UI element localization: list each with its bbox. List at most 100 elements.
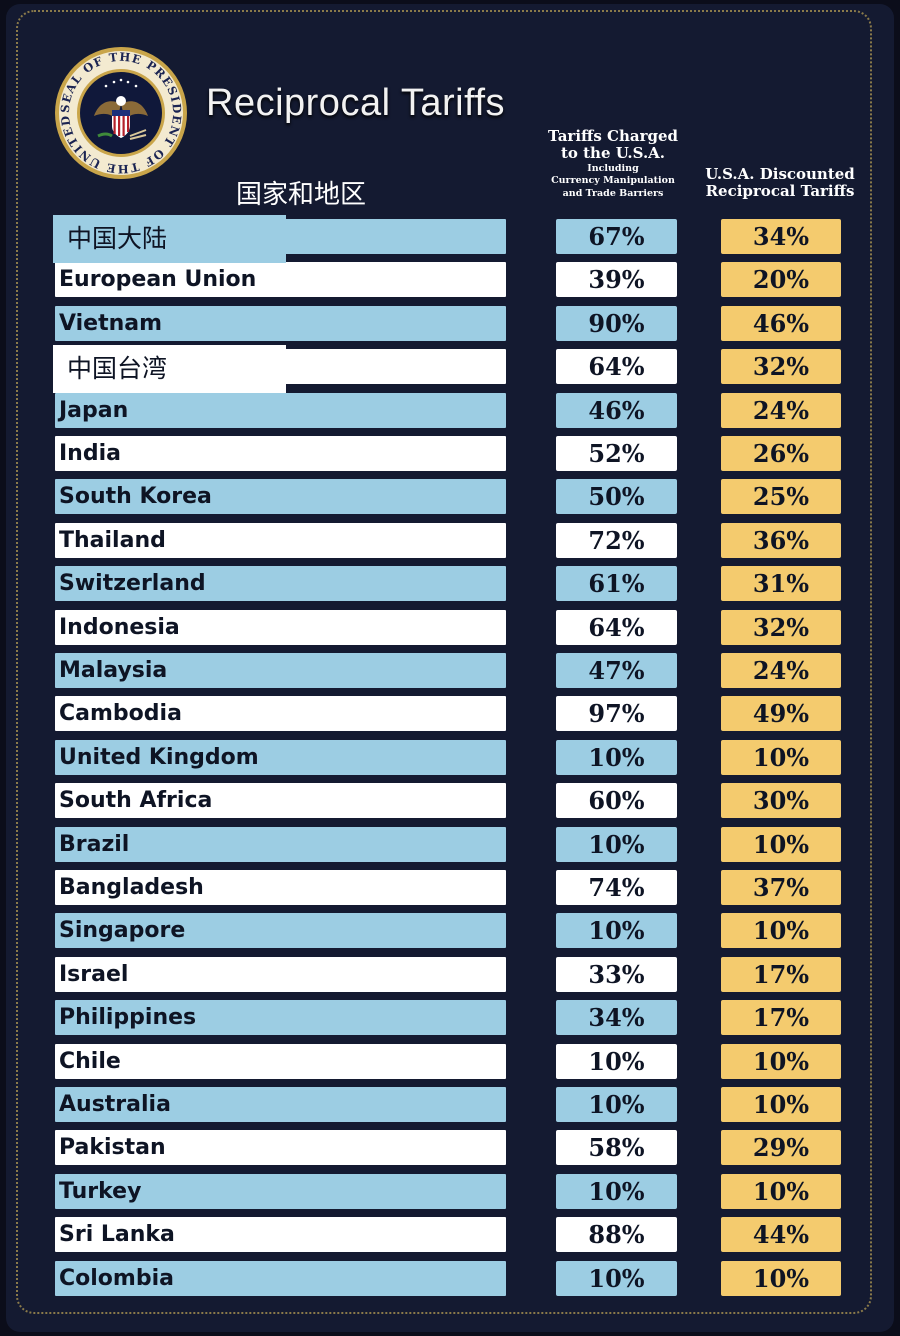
discounted-tariff-value: 29%	[721, 1130, 841, 1165]
country-name: Australia	[55, 1087, 506, 1122]
discounted-tariff-value: 10%	[721, 913, 841, 948]
charged-tariff-value: 10%	[556, 913, 677, 948]
discount-header-line1: U.S.A. Discounted	[705, 165, 855, 183]
table-row: Chile 10% 10%	[0, 1044, 900, 1080]
discounted-tariff-value: 24%	[721, 393, 841, 428]
charged-tariff-value: 10%	[556, 1174, 677, 1209]
table-row: Malaysia 47% 24%	[0, 653, 900, 689]
table-row: Thailand 72% 36%	[0, 523, 900, 559]
charged-tariff-value: 10%	[556, 1087, 677, 1122]
charged-tariff-value: 61%	[556, 566, 677, 601]
country-name: Turkey	[55, 1174, 506, 1209]
table-row: Switzerland 61% 31%	[0, 566, 900, 602]
country-name: Cambodia	[55, 696, 506, 731]
charged-tariff-value: 47%	[556, 653, 677, 688]
charged-tariff-value: 64%	[556, 610, 677, 645]
table-row: Vietnam 90% 46%	[0, 306, 900, 342]
country-name: Thailand	[55, 523, 506, 558]
table-row: South Africa 60% 30%	[0, 783, 900, 819]
charged-header-line2: to the U.S.A.	[560, 144, 666, 163]
discounted-tariff-value: 20%	[721, 262, 841, 297]
table-row: Pakistan 58% 29%	[0, 1130, 900, 1166]
charged-tariff-value: 64%	[556, 349, 677, 384]
discounted-tariff-value: 17%	[721, 957, 841, 992]
country-name: Japan	[55, 393, 506, 428]
table-row: Turkey 10% 10%	[0, 1174, 900, 1210]
charged-tariff-value: 34%	[556, 1000, 677, 1035]
charged-header-line3: Including	[587, 162, 639, 174]
table-row: Colombia 10% 10%	[0, 1261, 900, 1297]
table-row: India 52% 26%	[0, 436, 900, 472]
presidential-seal-icon: SEAL OF THE PRESIDENT OF THE UNITED STAT…	[54, 46, 187, 179]
charged-tariff-value: 10%	[556, 827, 677, 862]
table-row: Japan 46% 24%	[0, 393, 900, 429]
country-name: Pakistan	[55, 1130, 506, 1165]
table-row: South Korea 50% 25%	[0, 479, 900, 515]
table-row: Australia 10% 10%	[0, 1087, 900, 1123]
charged-tariff-value: 88%	[556, 1217, 677, 1252]
discount-header-line2: Reciprocal Tariffs	[705, 182, 855, 201]
country-name: South Africa	[55, 783, 506, 818]
country-name: Chile	[55, 1044, 506, 1079]
discounted-tariff-value: 26%	[721, 436, 841, 471]
country-name: Vietnam	[55, 306, 506, 341]
discounted-tariff-value: 46%	[721, 306, 841, 341]
table-row: Brazil 10% 10%	[0, 827, 900, 863]
country-name: Indonesia	[55, 610, 506, 645]
discounted-tariff-value: 24%	[721, 653, 841, 688]
country-name: India	[55, 436, 506, 471]
discounted-tariff-value: 10%	[721, 740, 841, 775]
country-name: Philippines	[55, 1000, 506, 1035]
charged-tariff-value: 50%	[556, 479, 677, 514]
country-name: Singapore	[55, 913, 506, 948]
charged-tariff-value: 60%	[556, 783, 677, 818]
charged-tariff-value: 10%	[556, 1044, 677, 1079]
discounted-tariff-value: 10%	[721, 827, 841, 862]
discounted-tariff-value: 32%	[721, 610, 841, 645]
dotted-frame	[16, 10, 872, 1314]
charged-tariff-value: 46%	[556, 393, 677, 428]
country-name: United Kingdom	[55, 740, 506, 775]
table-row: Israel 33% 17%	[0, 957, 900, 993]
discounted-tariff-value: 25%	[721, 479, 841, 514]
table-row: Philippines 34% 17%	[0, 1000, 900, 1036]
country-name: Sri Lanka	[55, 1217, 506, 1252]
discounted-tariff-value: 49%	[721, 696, 841, 731]
charged-column-header: Tariffs Charged to the U.S.A. Including …	[540, 127, 686, 201]
charged-tariff-value: 74%	[556, 870, 677, 905]
country-name: Bangladesh	[55, 870, 506, 905]
charged-tariff-value: 10%	[556, 740, 677, 775]
chinese-label-patch: 中国台湾	[53, 345, 286, 393]
discounted-tariff-value: 10%	[721, 1087, 841, 1122]
discounted-tariff-value: 34%	[721, 219, 841, 254]
charged-tariff-value: 67%	[556, 219, 677, 254]
table-row: Singapore 10% 10%	[0, 913, 900, 949]
charged-tariff-value: 39%	[556, 262, 677, 297]
discounted-tariff-value: 30%	[721, 783, 841, 818]
charged-header-line1: Tariffs Charged	[547, 127, 678, 145]
country-name: Brazil	[55, 827, 506, 862]
table-row: Cambodia 97% 49%	[0, 696, 900, 732]
charged-tariff-value: 72%	[556, 523, 677, 558]
country-name: Switzerland	[55, 566, 506, 601]
discounted-tariff-value: 10%	[721, 1044, 841, 1079]
country-name: South Korea	[55, 479, 506, 514]
discounted-tariff-value: 36%	[721, 523, 841, 558]
table-row: European Union 39% 20%	[0, 262, 900, 298]
discounted-tariff-value: 31%	[721, 566, 841, 601]
charged-tariff-value: 58%	[556, 1130, 677, 1165]
discount-column-header: U.S.A. Discounted Reciprocal Tariffs	[700, 165, 860, 201]
country-name: Malaysia	[55, 653, 506, 688]
charged-tariff-value: 97%	[556, 696, 677, 731]
table-row: Bangladesh 74% 37%	[0, 870, 900, 906]
charged-header-line5: and Trade Barriers	[562, 188, 664, 200]
country-name: European Union	[55, 262, 506, 297]
chinese-label-patch: 中国大陆	[53, 215, 286, 263]
discounted-tariff-value: 32%	[721, 349, 841, 384]
page-title: Reciprocal Tariffs	[206, 82, 506, 124]
charged-tariff-value: 90%	[556, 306, 677, 341]
country-region-label: 国家和地区	[236, 180, 367, 210]
country-name: Colombia	[55, 1261, 506, 1296]
table-row: United Kingdom 10% 10%	[0, 740, 900, 776]
table-row: Indonesia 64% 32%	[0, 610, 900, 646]
